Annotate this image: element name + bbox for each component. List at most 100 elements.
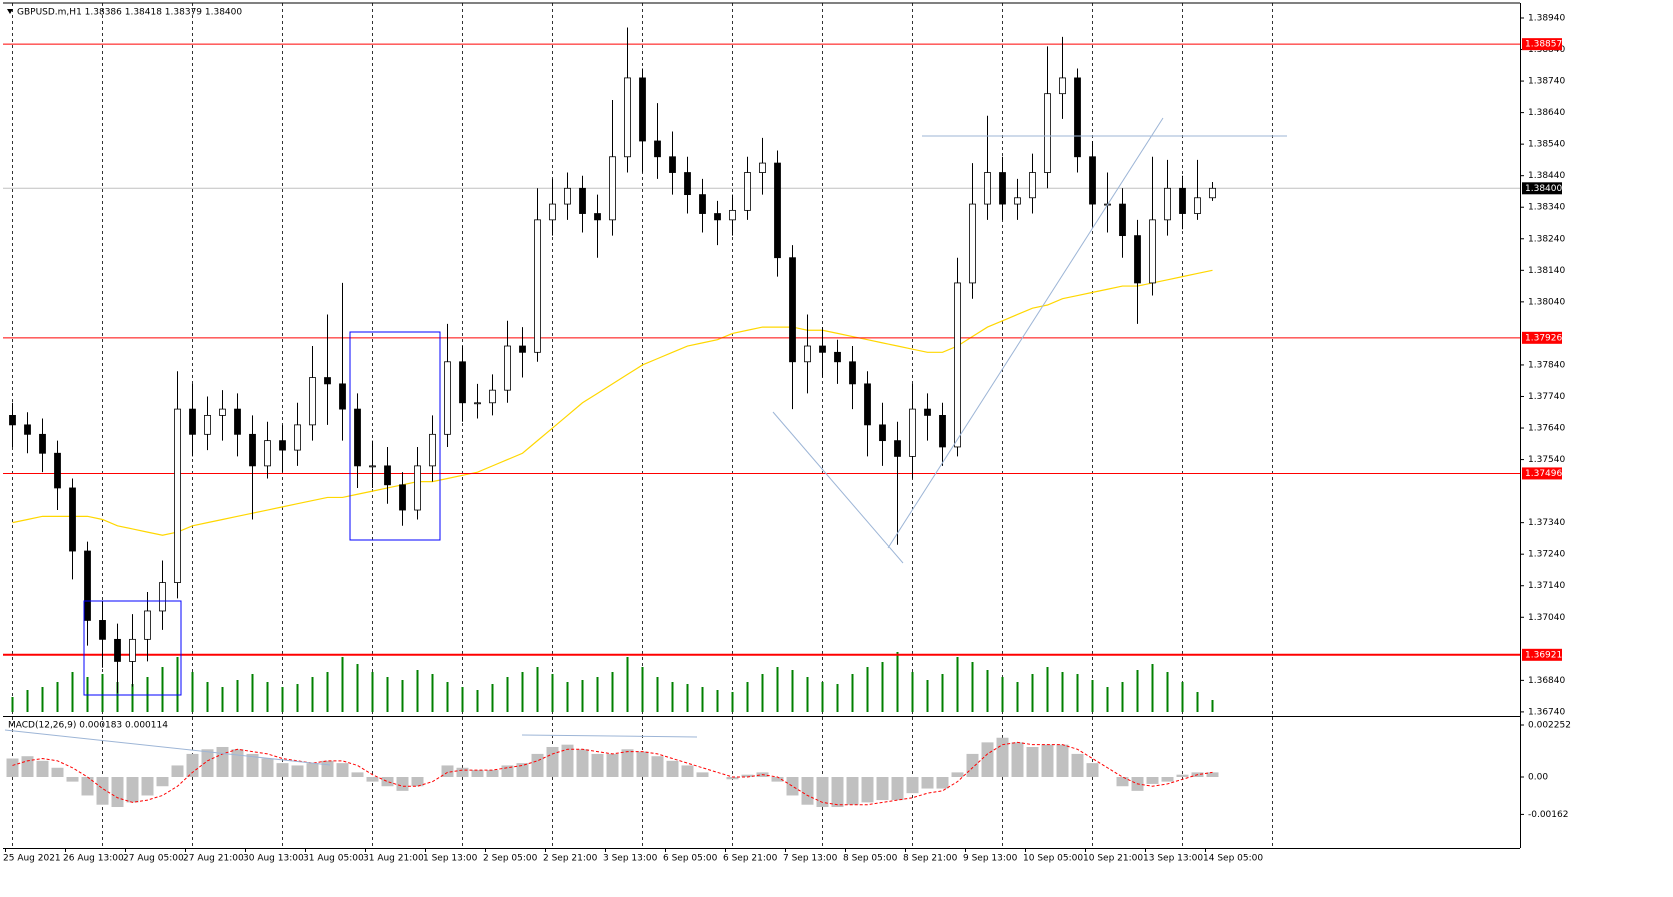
candle-body [474,402,481,405]
chart-title: GBPUSD.m,H1 1.38386 1.38418 1.38379 1.38… [17,8,242,18]
macd-bar [381,776,394,787]
macd-bar [681,765,694,777]
level-label-box [1522,467,1562,480]
macd-bar [1086,763,1099,777]
macd-bar [411,776,424,787]
candle-body [429,433,436,467]
y-tick-label: 1.37640 [1528,424,1565,434]
candle-body [684,172,691,196]
x-tick-label: 27 Aug 21:00 [183,854,244,864]
macd-bar [366,776,379,782]
y-tick-label: 1.37840 [1528,360,1565,370]
macd-bar [741,774,754,777]
macd-bar [876,776,889,801]
volume-bar [11,697,14,712]
candle-body [309,377,316,426]
candle-body [669,156,676,173]
macd-bar [21,756,34,777]
y-tick-label: 1.37040 [1528,613,1565,623]
candle-body [624,77,631,158]
macd-bar [921,776,934,789]
macd-bar [786,776,799,796]
box-drawing [83,600,182,696]
volume-bar [1031,674,1034,712]
volume-bar [956,657,959,712]
candle-body [399,484,406,511]
candle-body [504,345,511,391]
candle-body [264,440,271,467]
y-tick-label: 1.36840 [1528,676,1565,686]
y-tick-label: 1.38740 [1528,77,1565,87]
volume-bar [416,670,419,712]
candle-body [999,172,1006,205]
macd-bar [201,749,214,777]
macd-bar [606,753,619,777]
x-tick-label: 8 Sep 21:00 [903,854,958,864]
volume-bar [746,682,749,712]
macd-bar [1116,776,1129,787]
volume-bar [1091,680,1094,712]
dropdown-icon[interactable] [7,9,13,14]
volume-bar [356,664,359,712]
candle-body [129,638,136,662]
candle-body [69,487,76,552]
volume-bar [626,657,629,712]
volume-bar [671,682,674,712]
macd-bar [231,749,244,777]
candle-body [144,610,151,640]
volume-bar [1016,682,1019,712]
volume-bar [1076,674,1079,712]
candle-body [489,389,496,404]
volume-bar [341,657,344,712]
candle-body [1164,187,1171,221]
macd-bar [1026,746,1039,777]
candle-body [1149,219,1156,284]
candle-body [954,282,961,448]
macd-bar [726,776,739,780]
candle-body [729,209,736,221]
volume-bar [476,690,479,712]
candle-body [414,465,421,511]
candle-body [39,433,46,454]
macd-bar [36,760,49,777]
macd-bar [906,776,919,794]
volume-bar [641,667,644,712]
x-tick-label: 1 Sep 13:00 [423,854,478,864]
x-tick-label: 14 Sep 05:00 [1203,854,1263,864]
macd-bar [396,776,409,791]
macd-bar [591,753,604,777]
y-tick-label: 1.36740 [1528,707,1565,717]
candle-body [639,77,646,142]
x-tick-label: 6 Sep 05:00 [663,854,718,864]
drawings [4,117,1287,766]
macd-bar [96,776,109,805]
candle-body [354,408,361,467]
y-tick-label: 1.38540 [1528,140,1565,150]
volume-bar [596,677,599,712]
volume-bar [446,682,449,712]
candle-body [1059,77,1066,95]
candle-body [819,345,826,353]
last-price-label: 1.38400 [1525,184,1562,194]
macd-bar [186,753,199,777]
candle-body [114,638,121,662]
macd-bar [1146,776,1159,784]
x-tick-label: 25 Aug 2021 [3,854,61,864]
candle-body [99,620,106,640]
volume-bar [26,690,29,712]
macd-bar [156,776,169,787]
candle-body [939,415,946,448]
macd-bar [261,758,274,777]
candle-body [339,383,346,410]
candle-body [279,440,286,451]
candle-body [54,452,61,489]
volume-bar [971,662,974,712]
candle-body [84,550,91,621]
signal-line [12,741,1213,806]
trend-line [772,411,904,564]
macd-bar [621,749,634,777]
macd-bar [531,753,544,777]
candle-body [159,582,166,612]
volume-bar [581,680,584,712]
